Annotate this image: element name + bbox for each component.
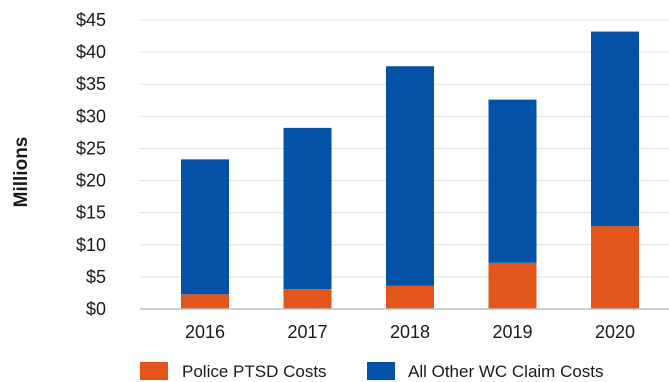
legend-label: All Other WC Claim Costs [408,362,604,381]
legend-swatch [367,362,395,380]
y-tick-label: $20 [76,171,106,191]
x-tick-label: 2016 [185,322,225,342]
y-tick-label: $0 [86,299,106,319]
y-tick-label: $10 [76,235,106,255]
y-tick-label: $25 [76,138,106,158]
legend-swatch [140,362,168,380]
x-axis-ticks: 2016 2017 2018 2019 2020 [185,322,635,342]
y-axis-label: Millions [11,137,32,208]
y-tick-label: $35 [76,74,106,94]
y-tick-label: $30 [76,106,106,126]
bars [181,31,639,309]
bar-police-ptsd [181,294,229,309]
x-tick-label: 2017 [287,322,327,342]
bar-all-other-wc [386,66,434,286]
legend: Police PTSD Costs All Other WC Claim Cost… [140,362,604,381]
bar-police-ptsd [283,289,332,309]
bar-all-other-wc [283,127,332,290]
y-axis-ticks: $0 $5 $10 $15 $20 $25 $30 $35 $40 $45 [76,10,106,319]
bar-police-ptsd [591,226,639,309]
bar-all-other-wc [591,31,639,227]
bar-police-ptsd [488,262,537,309]
bar-police-ptsd [386,285,434,309]
bar-all-other-wc [181,159,229,295]
legend-label: Police PTSD Costs [182,362,327,381]
y-tick-label: $40 [76,42,106,62]
bar-all-other-wc [488,99,537,263]
x-tick-label: 2018 [390,322,430,342]
x-tick-label: 2020 [595,322,635,342]
y-tick-label: $45 [76,10,106,30]
x-tick-label: 2019 [492,322,532,342]
y-tick-label: $5 [86,267,106,287]
y-tick-label: $15 [76,203,106,223]
